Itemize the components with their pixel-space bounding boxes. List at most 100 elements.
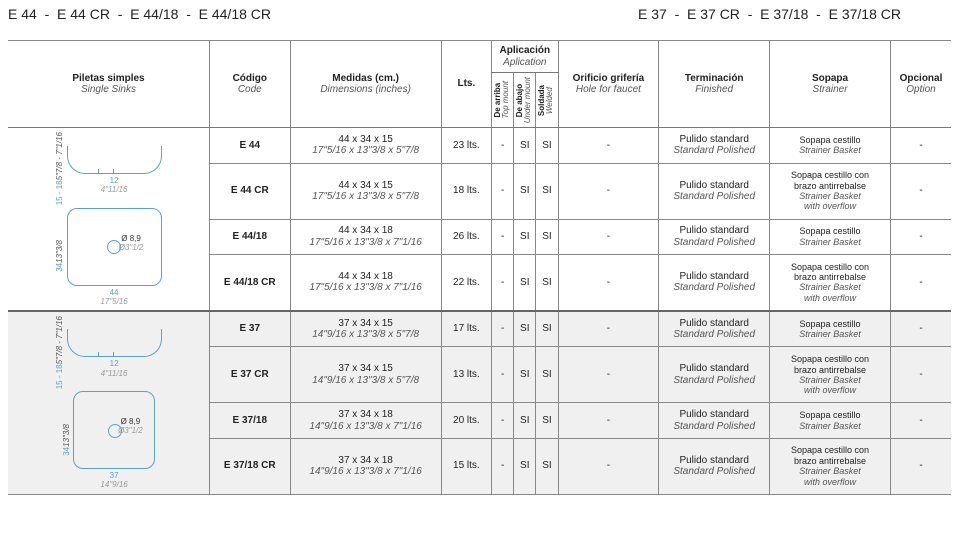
cell-dim: 37 x 34 x 1814"9/16 x 13"3/8 x 7"1/16 bbox=[290, 403, 441, 438]
cell-top: - bbox=[492, 438, 514, 494]
hdr-piletas: Piletas simplesSingle Sinks bbox=[8, 41, 209, 128]
cell-option: - bbox=[890, 163, 951, 219]
cell-strainer: Sopapa cestillo conbrazo antirrebalseStr… bbox=[770, 438, 891, 494]
cell-weld: SI bbox=[536, 311, 558, 347]
cell-weld: SI bbox=[536, 128, 558, 163]
cell-under: SI bbox=[514, 403, 536, 438]
cell-strainer: Sopapa cestillo conbrazo antirrebalseStr… bbox=[770, 163, 891, 219]
cell-under: SI bbox=[514, 347, 536, 403]
cell-strainer: Sopapa cestilloStrainer Basket bbox=[770, 128, 891, 163]
cell-top: - bbox=[492, 163, 514, 219]
spec-table: Piletas simplesSingle Sinks CódigoCode M… bbox=[8, 40, 951, 495]
cell-code: E 44 bbox=[209, 128, 290, 163]
cell-weld: SI bbox=[536, 163, 558, 219]
cell-dim: 37 x 34 x 1514"9/16 x 13"3/8 x 5"7/8 bbox=[290, 311, 441, 347]
hdr-arriba: De arriba Top mount bbox=[492, 73, 514, 128]
cell-finish: Pulido standardStandard Polished bbox=[659, 347, 770, 403]
cell-strainer: Sopapa cestilloStrainer Basket bbox=[770, 219, 891, 254]
cell-finish: Pulido standardStandard Polished bbox=[659, 311, 770, 347]
cell-option: - bbox=[890, 347, 951, 403]
cell-lts: 13 lts. bbox=[441, 347, 491, 403]
hdr-codigo: CódigoCode bbox=[209, 41, 290, 128]
cell-code: E 37/18 bbox=[209, 403, 290, 438]
cell-hole: - bbox=[558, 438, 659, 494]
cell-top: - bbox=[492, 128, 514, 163]
cell-finish: Pulido standardStandard Polished bbox=[659, 255, 770, 311]
cell-under: SI bbox=[514, 128, 536, 163]
hdr-sopapa: SopapaStrainer bbox=[770, 41, 891, 128]
sink-drawing: 15 - 185"7/8 - 7"1/16 124"11/16 3413"3/8… bbox=[8, 311, 209, 494]
hdr-opcional: OpcionalOption bbox=[890, 41, 951, 128]
cell-finish: Pulido standardStandard Polished bbox=[659, 219, 770, 254]
cell-top: - bbox=[492, 347, 514, 403]
cell-weld: SI bbox=[536, 347, 558, 403]
hdr-medidas: Medidas (cm.)Dimensions (inches) bbox=[290, 41, 441, 128]
cell-under: SI bbox=[514, 219, 536, 254]
cell-code: E 44/18 bbox=[209, 219, 290, 254]
cell-top: - bbox=[492, 219, 514, 254]
cell-dim: 44 x 34 x 1817"5/16 x 13"3/8 x 7"1/16 bbox=[290, 219, 441, 254]
cell-dim: 44 x 34 x 1517"5/16 x 13"3/8 x 5"7/8 bbox=[290, 163, 441, 219]
cell-dim: 44 x 34 x 1817"5/16 x 13"3/8 x 7"1/16 bbox=[290, 255, 441, 311]
cell-top: - bbox=[492, 403, 514, 438]
cell-option: - bbox=[890, 438, 951, 494]
cell-under: SI bbox=[514, 255, 536, 311]
cell-lts: 15 lts. bbox=[441, 438, 491, 494]
cell-code: E 44/18 CR bbox=[209, 255, 290, 311]
table-row: 15 - 185"7/8 - 7"1/16 124"11/16 3413"3/8… bbox=[8, 311, 951, 347]
cell-weld: SI bbox=[536, 403, 558, 438]
cell-top: - bbox=[492, 311, 514, 347]
cell-option: - bbox=[890, 128, 951, 163]
cell-strainer: Sopapa cestilloStrainer Basket bbox=[770, 311, 891, 347]
cell-under: SI bbox=[514, 438, 536, 494]
cell-dim: 37 x 34 x 1814"9/16 x 13"3/8 x 7"1/16 bbox=[290, 438, 441, 494]
cell-dim: 37 x 34 x 1514"9/16 x 13"3/8 x 5"7/8 bbox=[290, 347, 441, 403]
cell-hole: - bbox=[558, 163, 659, 219]
cell-option: - bbox=[890, 311, 951, 347]
cell-code: E 44 CR bbox=[209, 163, 290, 219]
cell-finish: Pulido standardStandard Polished bbox=[659, 438, 770, 494]
cell-lts: 26 lts. bbox=[441, 219, 491, 254]
table-row: 15 - 185"7/8 - 7"1/16 124"11/16 3413"3/8… bbox=[8, 128, 951, 163]
cell-hole: - bbox=[558, 128, 659, 163]
title-bar: E 44 - E 44 CR - E 44/18 - E 44/18 CR E … bbox=[8, 6, 951, 22]
cell-weld: SI bbox=[536, 438, 558, 494]
hdr-orificio: Orificio griferíaHole for faucet bbox=[558, 41, 659, 128]
cell-option: - bbox=[890, 219, 951, 254]
cell-finish: Pulido standardStandard Polished bbox=[659, 163, 770, 219]
sink-drawing: 15 - 185"7/8 - 7"1/16 124"11/16 3413"3/8… bbox=[8, 128, 209, 311]
hdr-soldada: Soldada Welded bbox=[536, 73, 558, 128]
cell-hole: - bbox=[558, 403, 659, 438]
cell-dim: 44 x 34 x 1517"5/16 x 13"3/8 x 5"7/8 bbox=[290, 128, 441, 163]
cell-lts: 17 lts. bbox=[441, 311, 491, 347]
hdr-lts: Lts. bbox=[441, 41, 491, 128]
cell-hole: - bbox=[558, 311, 659, 347]
cell-option: - bbox=[890, 255, 951, 311]
cell-weld: SI bbox=[536, 219, 558, 254]
cell-code: E 37/18 CR bbox=[209, 438, 290, 494]
cell-strainer: Sopapa cestillo conbrazo antirrebalseStr… bbox=[770, 347, 891, 403]
hdr-terminacion: TerminaciónFinished bbox=[659, 41, 770, 128]
cell-strainer: Sopapa cestilloStrainer Basket bbox=[770, 403, 891, 438]
cell-lts: 22 lts. bbox=[441, 255, 491, 311]
cell-finish: Pulido standardStandard Polished bbox=[659, 128, 770, 163]
title-left: E 44 - E 44 CR - E 44/18 - E 44/18 CR bbox=[8, 6, 271, 22]
cell-lts: 20 lts. bbox=[441, 403, 491, 438]
hdr-abajo: De abajo Under mount bbox=[514, 73, 536, 128]
hdr-aplicacion: AplicaciónAplication bbox=[492, 41, 559, 73]
cell-lts: 23 lts. bbox=[441, 128, 491, 163]
cell-hole: - bbox=[558, 219, 659, 254]
cell-under: SI bbox=[514, 163, 536, 219]
cell-weld: SI bbox=[536, 255, 558, 311]
cell-option: - bbox=[890, 403, 951, 438]
cell-lts: 18 lts. bbox=[441, 163, 491, 219]
cell-under: SI bbox=[514, 311, 536, 347]
cell-hole: - bbox=[558, 255, 659, 311]
title-right: E 37 - E 37 CR - E 37/18 - E 37/18 CR bbox=[638, 6, 951, 22]
cell-code: E 37 CR bbox=[209, 347, 290, 403]
cell-hole: - bbox=[558, 347, 659, 403]
cell-top: - bbox=[492, 255, 514, 311]
cell-finish: Pulido standardStandard Polished bbox=[659, 403, 770, 438]
cell-code: E 37 bbox=[209, 311, 290, 347]
cell-strainer: Sopapa cestillo conbrazo antirrebalseStr… bbox=[770, 255, 891, 311]
